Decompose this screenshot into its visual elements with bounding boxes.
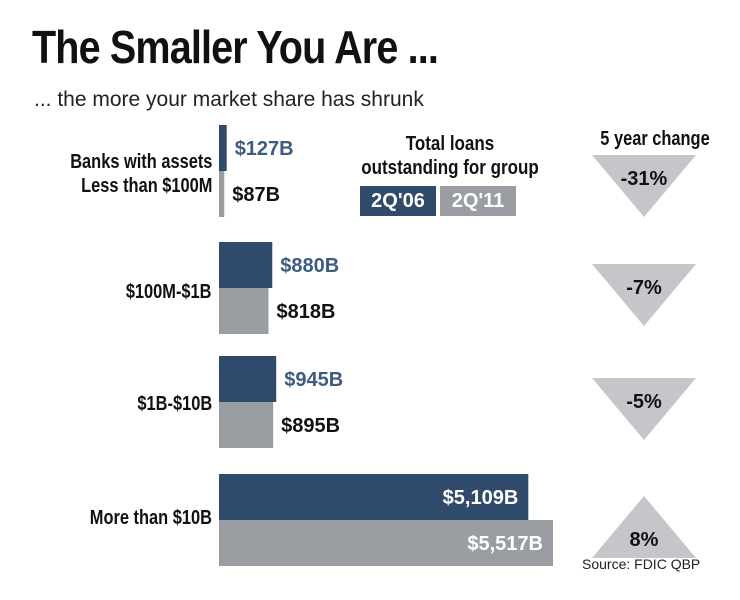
bar-2011-1	[219, 171, 225, 217]
legend-2011-swatch: 2Q'11	[440, 186, 516, 216]
change-triangle-3	[592, 378, 696, 440]
bar-label-2011-4: $5,517B	[467, 533, 543, 555]
bar-label-2011-3: $895B	[281, 415, 340, 437]
bar-label-2011-2: $818B	[277, 301, 336, 323]
category-label-1-line2: Less than $100M	[80, 175, 213, 197]
bar-2006-1	[219, 125, 227, 171]
category-label-3: $1B-$10B	[137, 393, 212, 415]
bar-label-2006-3: $945B	[284, 369, 343, 391]
legend-title-line2: outstanding for group	[361, 157, 539, 179]
legend-2006-swatch: 2Q'06	[360, 186, 436, 216]
bar-2011-4	[219, 520, 553, 566]
bar-label-2011-1: $87B	[232, 184, 280, 206]
change-label-1: -31%	[621, 168, 668, 190]
change-triangle-2	[592, 264, 696, 326]
change-triangle-4	[592, 496, 696, 558]
category-label-1-line1: Banks with assets	[69, 151, 212, 173]
bar-label-2006-2: $880B	[280, 255, 339, 277]
change-triangle-1	[592, 155, 696, 217]
chart-title: The Smaller You Are ...	[32, 21, 439, 73]
bar-2011-2	[219, 288, 269, 334]
bar-label-2006-1: $127B	[235, 138, 294, 160]
five-year-change-header: 5 year change	[600, 128, 710, 150]
legend-title-line1: Total loans	[405, 133, 495, 155]
category-label-1: Banks with assets Less than $100M	[70, 150, 212, 198]
category-label-4: More than $10B	[89, 507, 212, 529]
change-label-2: -7%	[626, 277, 662, 299]
bar-2006-3	[219, 356, 277, 402]
bar-label-2006-4: $5,109B	[443, 487, 519, 509]
category-label-2: $100M-$1B	[126, 281, 212, 303]
source-note: Source: FDIC QBP	[582, 556, 701, 572]
bar-2006-4	[219, 474, 529, 520]
change-label-4: 8%	[630, 529, 659, 551]
bar-2011-3	[219, 402, 274, 448]
change-label-3: -5%	[626, 391, 662, 413]
chart-subtitle: ... the more your market share has shrun…	[34, 88, 424, 111]
bar-2006-2	[219, 242, 273, 288]
legend-title: Total loans outstanding for group	[348, 132, 552, 180]
